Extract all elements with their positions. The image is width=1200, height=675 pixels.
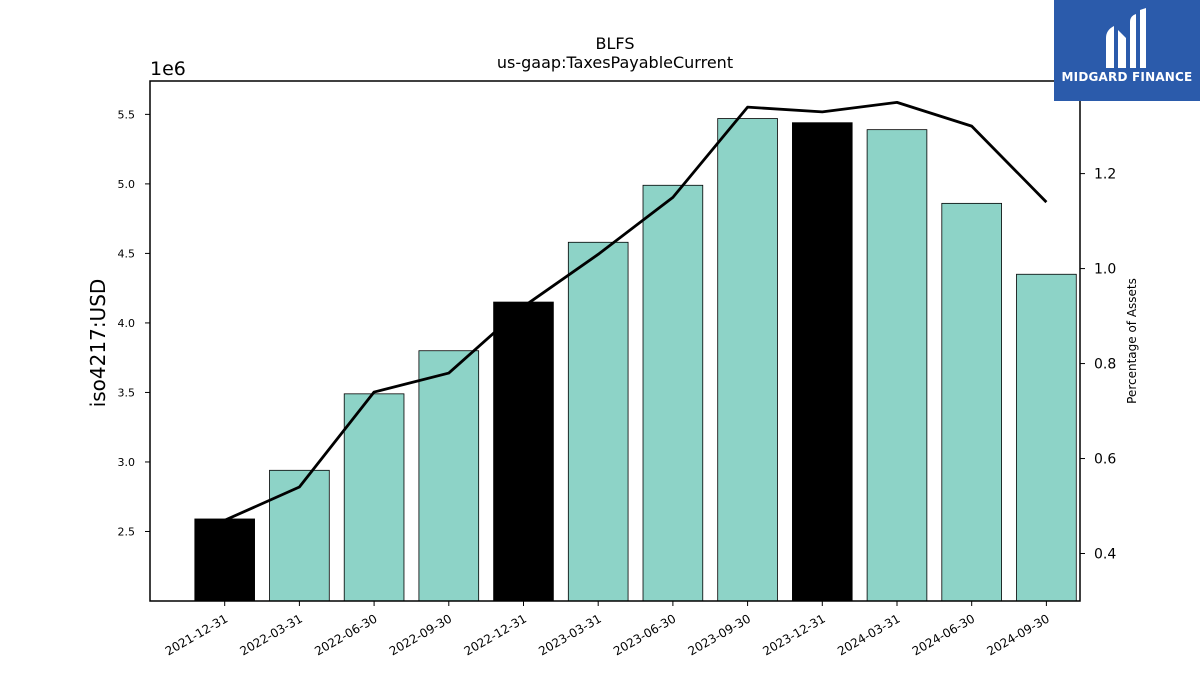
bar-2022-12-31: [493, 301, 554, 602]
bar-2023-09-30: [717, 118, 778, 602]
x-tick-label: 2022-09-30: [387, 611, 454, 658]
y-tick-label: 5.5: [118, 108, 136, 121]
y-tick-label: 3.0: [118, 456, 136, 469]
y-axis-label: iso4217:USD: [86, 279, 110, 408]
y2-tick-label: 1.2: [1094, 167, 1116, 183]
x-tick-label: 2024-09-30: [984, 611, 1051, 658]
midgard-finance-logo: MIDGARD FINANCE: [1054, 0, 1200, 101]
x-tick-label: 2021-12-31: [163, 611, 230, 658]
bar-2021-12-31: [194, 518, 255, 602]
y2-tick-label: 0.6: [1094, 452, 1116, 468]
chart-title: BLFS: [596, 34, 635, 53]
x-tick-label: 2023-06-30: [611, 611, 678, 658]
y-axis-multiplier: 1e6: [150, 58, 186, 80]
logo-text: MIDGARD FINANCE: [1061, 70, 1193, 84]
y-tick-label: 4.0: [118, 317, 136, 330]
plot-frame: [149, 80, 1081, 602]
y-tick-label: 2.5: [118, 525, 136, 538]
y2-tick-label: 0.8: [1094, 357, 1116, 373]
y2-tick-label: 1.0: [1094, 262, 1116, 278]
bar-2022-06-30: [343, 393, 405, 602]
percentage-of-assets-line: [224, 100, 1048, 522]
bar-2024-06-30: [941, 202, 1002, 602]
bar-2023-03-31: [567, 241, 629, 602]
y-tick-label: 4.5: [118, 247, 136, 260]
chart-subtitle: us-gaap:TaxesPayableCurrent: [497, 53, 733, 72]
bar-2022-03-31: [269, 469, 330, 602]
y2-tick-label: 0.4: [1094, 547, 1116, 563]
x-tick-label: 2024-03-31: [835, 611, 902, 658]
y2-axis-label: Percentage of Assets: [1125, 278, 1139, 404]
y-tick-label: 5.0: [118, 178, 136, 191]
bar-2022-09-30: [418, 350, 480, 602]
bar-2024-03-31: [866, 129, 928, 602]
x-tick-label: 2024-06-30: [910, 611, 977, 658]
bar-2023-06-30: [642, 184, 704, 602]
x-tick-label: 2022-03-31: [237, 611, 304, 658]
x-tick-label: 2022-06-30: [312, 611, 379, 658]
logo-mark-icon: [1106, 8, 1146, 68]
x-tick-label: 2023-12-31: [760, 611, 827, 658]
bar-2024-09-30: [1016, 273, 1077, 602]
bar-2023-12-31: [792, 122, 853, 602]
x-tick-label: 2023-09-30: [686, 611, 753, 658]
x-tick-label: 2023-03-31: [536, 611, 603, 658]
x-tick-label: 2022-12-31: [462, 611, 529, 658]
y-tick-label: 3.5: [118, 386, 136, 399]
